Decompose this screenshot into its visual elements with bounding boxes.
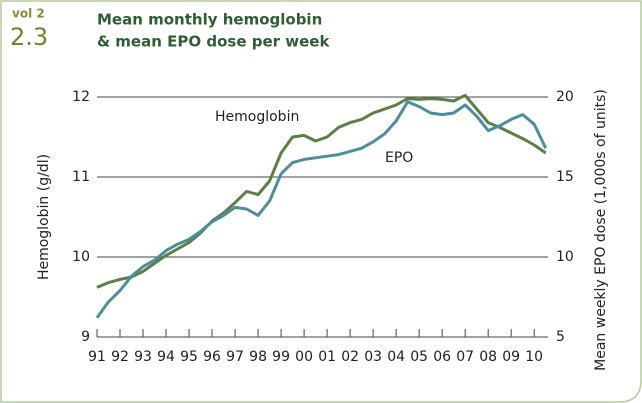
y-axis-label: Hemoglobin (g/dl) — [36, 154, 52, 280]
x-tick-label: 03 — [364, 349, 382, 365]
x-tick-label: 10 — [525, 349, 543, 365]
x-tick-label: 91 — [88, 349, 106, 365]
series-label: Hemoglobin — [215, 109, 299, 125]
y-tick-label: 11 — [72, 169, 90, 185]
y-tick-label: 9 — [81, 329, 90, 345]
y2-tick-label: 5 — [556, 329, 565, 345]
x-tick-label: 94 — [157, 349, 175, 365]
x-tick-label: 02 — [341, 349, 359, 365]
x-tick-label: 96 — [203, 349, 221, 365]
x-tick-label: 07 — [456, 349, 474, 365]
y2-axis-label: Mean weekly EPO dose (1,000s of units) — [593, 89, 609, 371]
x-tick-label: 92 — [111, 349, 129, 365]
y-tick-label: 10 — [72, 249, 90, 265]
y-tick-label: 12 — [72, 89, 90, 105]
series-line — [95, 100, 548, 319]
chart-title: & mean EPO dose per week — [97, 33, 330, 51]
x-tick-label: 05 — [410, 349, 428, 365]
x-tick-label: 99 — [272, 349, 290, 365]
figure-number: 2.3 — [10, 23, 48, 51]
x-tick-label: 09 — [502, 349, 520, 365]
series-label: EPO — [385, 150, 413, 166]
x-tick-label: 04 — [387, 349, 405, 365]
y2-tick-label: 10 — [556, 249, 574, 265]
chart-title: Mean monthly hemoglobin — [97, 11, 322, 29]
x-tick-label: 01 — [318, 349, 336, 365]
y2-tick-label: 20 — [556, 89, 574, 105]
series-line — [96, 93, 547, 289]
x-tick-label: 06 — [433, 349, 451, 365]
x-tick-label: 97 — [226, 349, 244, 365]
volume: vol 2 — [12, 7, 45, 21]
y2-tick-label: 15 — [556, 169, 574, 185]
x-tick-label: 00 — [295, 349, 313, 365]
x-tick-label: 95 — [180, 349, 198, 365]
x-tick-label: 93 — [134, 349, 152, 365]
x-tick-label: 98 — [249, 349, 267, 365]
x-tick-label: 08 — [479, 349, 497, 365]
